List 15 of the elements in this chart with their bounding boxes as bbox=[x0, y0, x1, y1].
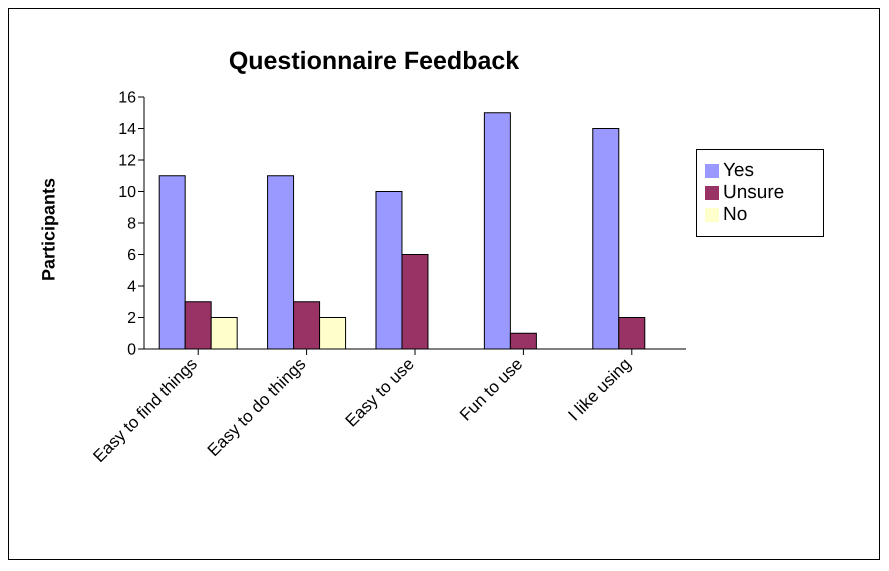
legend-label: No bbox=[723, 204, 748, 225]
y-tick-label: 0 bbox=[127, 342, 136, 359]
y-tick-label: 6 bbox=[127, 247, 136, 264]
y-tick-label: 14 bbox=[118, 121, 136, 138]
x-tick-label: Fun to use bbox=[456, 354, 526, 425]
chart-title: Questionnaire Feedback bbox=[228, 47, 520, 76]
y-axis-title: Participants bbox=[38, 176, 60, 284]
legend-label: Yes bbox=[723, 160, 754, 181]
legend-label: Unsure bbox=[723, 182, 784, 203]
y-tick-label: 16 bbox=[118, 90, 136, 107]
y-tick-label: 2 bbox=[127, 310, 136, 328]
y-tick-label: 4 bbox=[127, 278, 136, 296]
y-tick-label: 12 bbox=[118, 152, 136, 170]
y-tick-label: 8 bbox=[127, 216, 136, 233]
y-tick-label: 10 bbox=[118, 184, 136, 202]
